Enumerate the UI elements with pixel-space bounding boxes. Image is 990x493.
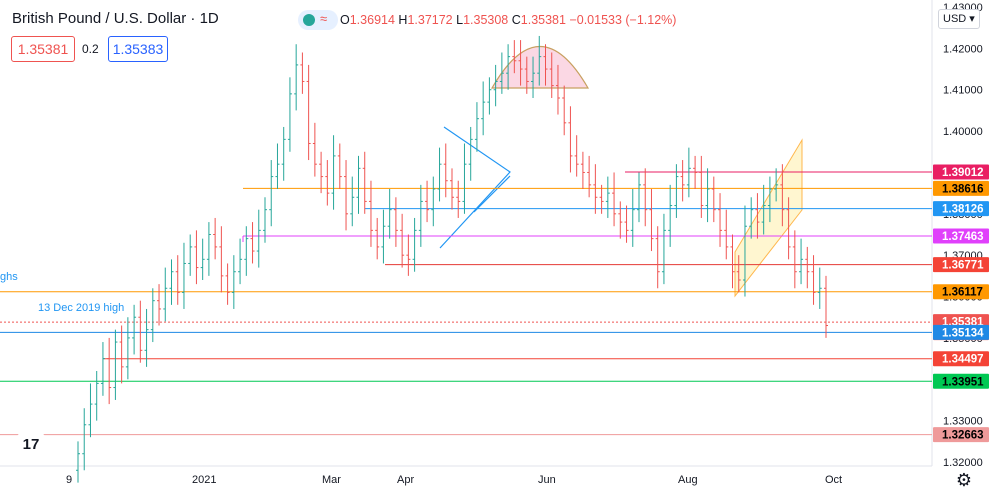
price-badge-label: 1.37463 <box>942 231 984 243</box>
price-badge <box>933 427 989 443</box>
price-badge <box>933 284 989 300</box>
price-badge <box>933 257 989 273</box>
price-badge-label: 1.36771 <box>942 260 984 272</box>
price-badge-label: 1.36117 <box>942 287 983 299</box>
triangle-pattern-line <box>473 175 511 213</box>
tradingview-logo[interactable]: 17 <box>14 430 48 460</box>
x-tick-label: Aug <box>678 474 698 486</box>
symbol-header[interactable]: British Pound / U.S. Dollar · 1D <box>12 10 219 27</box>
price-badge-label: 1.38616 <box>942 183 984 195</box>
rounding-top-pattern <box>490 46 590 89</box>
triangle-pattern <box>439 126 511 249</box>
gear-icon[interactable]: ⚙ <box>955 470 972 490</box>
price-badge <box>933 180 989 196</box>
price-badge <box>933 201 989 217</box>
highs-annotation: ghs <box>0 271 18 283</box>
price-badge <box>933 351 989 367</box>
indicator-toggle-icon[interactable]: ≈ <box>298 10 338 30</box>
y-tick-label: 1.40000 <box>943 126 983 138</box>
price-badge-label: 1.38126 <box>942 204 984 216</box>
spread-value: 0.2 <box>82 42 99 56</box>
price-badge <box>933 228 989 244</box>
rising-wedge-pattern <box>734 138 803 298</box>
close-value: 1.35381 <box>520 13 566 27</box>
x-tick-label: Jun <box>538 474 556 486</box>
price-badge-label: 1.33951 <box>942 376 984 388</box>
y-tick-label: 1.32000 <box>943 457 983 469</box>
x-tick-label: 2021 <box>192 474 216 486</box>
price-badge-label: 1.35134 <box>942 327 984 339</box>
price-axis[interactable] <box>932 0 990 493</box>
price-badge-label: 1.39012 <box>942 167 984 179</box>
price-badge <box>933 164 989 180</box>
y-tick-label: 1.41000 <box>943 85 983 97</box>
x-tick-label: 9 <box>66 474 72 486</box>
price-badge <box>933 373 989 389</box>
symbol-title[interactable]: British Pound / U.S. Dollar · 1D <box>12 10 219 27</box>
high-value: 1.37172 <box>407 13 453 27</box>
x-tick-label: Apr <box>397 474 414 486</box>
x-tick-label: Oct <box>825 474 842 486</box>
sell-button[interactable]: 1.35381 <box>11 36 75 62</box>
open-value: 1.36914 <box>349 13 395 27</box>
buy-button[interactable]: 1.35383 <box>108 36 168 62</box>
ohlc-readout: O1.36914 H1.37172 L1.35308 C1.35381 −0.0… <box>340 13 677 27</box>
price-badge-label: 1.34497 <box>942 354 984 366</box>
x-tick-label: Mar <box>322 474 341 486</box>
price-badge <box>933 324 989 340</box>
y-tick-label: 1.42000 <box>943 43 983 55</box>
dec2019-annotation: 13 Dec 2019 high <box>38 302 124 314</box>
change-value: −0.01533 (−1.12%) <box>569 13 677 27</box>
low-value: 1.35308 <box>463 13 509 27</box>
wave-icon: ≈ <box>320 11 328 26</box>
price-badge-label: 1.32663 <box>942 430 984 442</box>
status-dot-icon <box>303 14 315 26</box>
y-tick-label: 1.33000 <box>943 416 983 428</box>
currency-selector[interactable]: USD ▾ <box>938 9 980 29</box>
